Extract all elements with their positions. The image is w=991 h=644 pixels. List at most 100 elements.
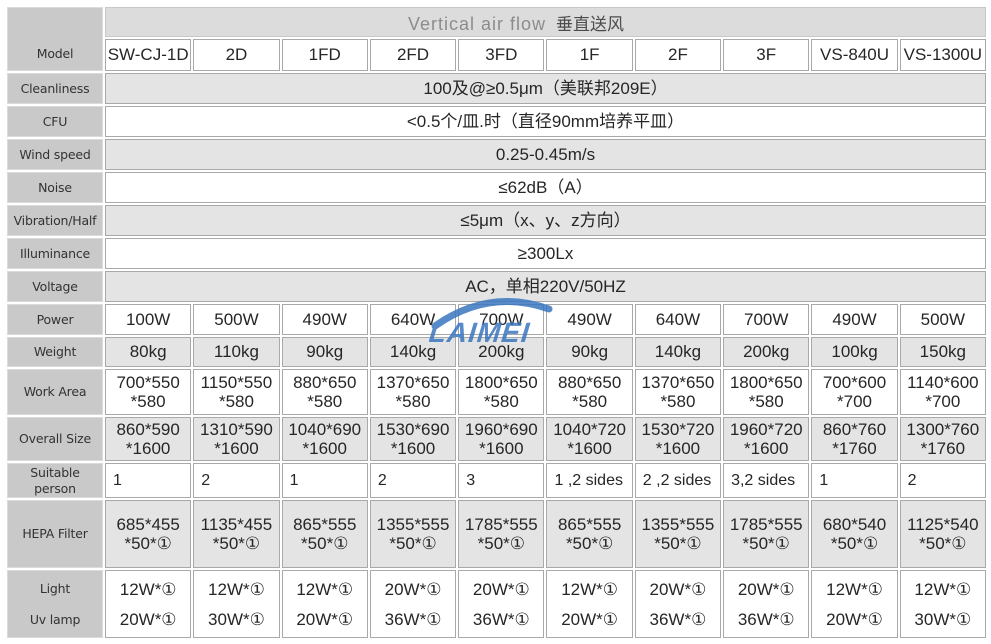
light-value: 12W*①	[208, 579, 265, 599]
suitable-person-cell-9: 2	[899, 463, 986, 499]
wind-speed-row: Wind speed 0.25-0.45m/s	[7, 139, 986, 170]
light-value: 20W*①	[737, 579, 795, 599]
light-value: 12W*①	[296, 579, 354, 599]
power-cell-6: 640W	[634, 304, 722, 335]
light-value: 20W*①	[384, 579, 442, 599]
model-cell-7: 3F	[723, 39, 810, 71]
row-label-wind-speed: Wind speed	[7, 139, 103, 170]
hepa-filter-cell-4: 1785*555 *50*①	[458, 500, 545, 569]
work-area-cell-2: 880*650 *580	[281, 369, 368, 415]
light-value: 20W*①	[649, 579, 707, 599]
work-area-cell-8: 700*600 *700	[811, 369, 898, 415]
overall-size-cell-7: 1960*720 *1600	[723, 417, 810, 461]
light-uv-row: Light Uv lamp 12W*① 20W*① 12W*① 30W*① 12W*① 2…	[7, 570, 986, 639]
power-cell-3: 640W	[369, 304, 457, 335]
model-cell-5: 1F	[546, 39, 633, 71]
uv-lamp-value: 30W*①	[208, 609, 265, 629]
power-cell-7: 700W	[723, 304, 810, 335]
lamp-cell-6: 20W*① 36W*①	[634, 570, 722, 639]
uv-lamp-value: 36W*①	[649, 609, 707, 629]
light-value: 12W*①	[119, 579, 177, 599]
row-label-cleanliness: Cleanliness	[7, 73, 103, 104]
uv-lamp-value: 20W*①	[561, 609, 619, 629]
cfu-row: CFU <0.5个/皿.时（直径90mm培养平皿）	[7, 106, 986, 137]
work-area-cell-9: 1140*600 *700	[899, 369, 986, 415]
row-label-overall-size: Overall Size	[7, 417, 103, 461]
row-label-light-uv: Light Uv lamp	[7, 570, 103, 639]
voltage-row: Voltage AC，单相220V/50HZ	[7, 271, 986, 302]
spec-table: Model Vertical air flow 垂直送风 SW-CJ-1D 2D 1F…	[5, 5, 988, 640]
overall-size-row: Overall Size 860*590 *1600 1310*590 *1600…	[7, 417, 986, 461]
hepa-filter-cell-8: 680*540 *50*①	[811, 500, 898, 569]
suitable-person-cell-4: 3	[458, 463, 545, 499]
row-label-cfu: CFU	[7, 106, 103, 137]
overall-size-cell-8: 860*760 *1760	[811, 417, 898, 461]
model-cell-3: 2FD	[369, 39, 457, 71]
lamp-cell-4: 20W*① 36W*①	[458, 570, 545, 639]
uv-lamp-value: 20W*①	[826, 609, 883, 629]
voltage-value: AC，单相220V/50HZ	[105, 271, 986, 302]
light-value: 12W*①	[826, 579, 883, 599]
power-cell-8: 490W	[811, 304, 898, 335]
row-label-power: Power	[7, 304, 103, 335]
vibration-row: Vibration/Half ≤5μm（x、y、z方向）	[7, 205, 986, 236]
lamp-cell-2: 12W*① 20W*①	[281, 570, 368, 639]
illuminance-row: Illuminance ≥300Lx	[7, 238, 986, 269]
power-cell-5: 490W	[546, 304, 633, 335]
weight-cell-0: 80kg	[105, 337, 192, 367]
title-english: Vertical air flow	[407, 13, 547, 34]
weight-cell-4: 200kg	[458, 337, 545, 367]
work-area-row: Work Area 700*550 *580 1150*550 *580 880*6…	[7, 369, 986, 415]
row-label-hepa-filter: HEPA Filter	[7, 500, 103, 569]
hepa-filter-cell-5: 865*555 *50*①	[546, 500, 633, 569]
work-area-cell-6: 1370*650 *580	[634, 369, 722, 415]
model-cell-9: VS-1300U	[899, 39, 986, 71]
cfu-value: <0.5个/皿.时（直径90mm培养平皿）	[105, 106, 986, 137]
illuminance-value: ≥300Lx	[105, 238, 986, 269]
light-value: 12W*①	[561, 579, 619, 599]
uv-lamp-value: 36W*①	[384, 609, 442, 629]
uv-lamp-value: 20W*①	[119, 609, 177, 629]
work-area-cell-5: 880*650 *580	[546, 369, 633, 415]
lamp-cell-9: 12W*① 30W*①	[899, 570, 986, 639]
hepa-filter-cell-3: 1355*555 *50*①	[369, 500, 457, 569]
hepa-filter-cell-6: 1355*555 *50*①	[634, 500, 722, 569]
lamp-cell-1: 12W*① 30W*①	[193, 570, 280, 639]
cleanliness-row: Cleanliness 100及@≥0.5μm（美联邦209E）	[7, 73, 986, 104]
power-row: Power 100W 500W 490W 640W 700W 490W 640W 700W 49…	[7, 304, 986, 335]
work-area-cell-4: 1800*650 *580	[458, 369, 545, 415]
suitable-person-cell-3: 2	[369, 463, 457, 499]
power-cell-1: 500W	[193, 304, 280, 335]
lamp-cell-8: 12W*① 20W*①	[811, 570, 898, 639]
suitable-person-cell-1: 2	[193, 463, 280, 499]
uv-lamp-value: 36W*①	[472, 609, 530, 629]
cleanliness-value: 100及@≥0.5μm（美联邦209E）	[105, 73, 986, 104]
suitable-person-cell-0: 1	[105, 463, 192, 499]
hepa-filter-cell-1: 1135*455 *50*①	[193, 500, 280, 569]
work-area-cell-1: 1150*550 *580	[193, 369, 280, 415]
weight-cell-5: 90kg	[546, 337, 633, 367]
hepa-filter-cell-9: 1125*540 *50*①	[899, 500, 986, 569]
uv-lamp-value: 36W*①	[737, 609, 795, 629]
table-title: Vertical air flow 垂直送风	[105, 7, 986, 37]
lamp-cell-7: 20W*① 36W*①	[723, 570, 810, 639]
vibration-value: ≤5μm（x、y、z方向）	[105, 205, 986, 236]
suitable-person-cell-8: 1	[811, 463, 898, 499]
overall-size-cell-0: 860*590 *1600	[105, 417, 192, 461]
row-label-noise: Noise	[7, 172, 103, 203]
model-cell-0: SW-CJ-1D	[105, 39, 192, 71]
model-cell-2: 1FD	[281, 39, 368, 71]
model-cell-4: 3FD	[458, 39, 545, 71]
power-cell-9: 500W	[899, 304, 986, 335]
model-cell-6: 2F	[634, 39, 722, 71]
lamp-cell-5: 12W*① 20W*①	[546, 570, 633, 639]
row-label-uv-lamp: Uv lamp	[29, 611, 81, 627]
suitable-person-cell-7: 3,2 sides	[723, 463, 810, 499]
uv-lamp-value: 30W*①	[914, 609, 972, 629]
suitable-person-cell-5: 1 ,2 sides	[546, 463, 633, 499]
uv-lamp-value: 20W*①	[296, 609, 354, 629]
model-cell-1: 2D	[193, 39, 280, 71]
title-row: Model Vertical air flow 垂直送风	[7, 7, 986, 71]
work-area-cell-0: 700*550 *580	[105, 369, 192, 415]
